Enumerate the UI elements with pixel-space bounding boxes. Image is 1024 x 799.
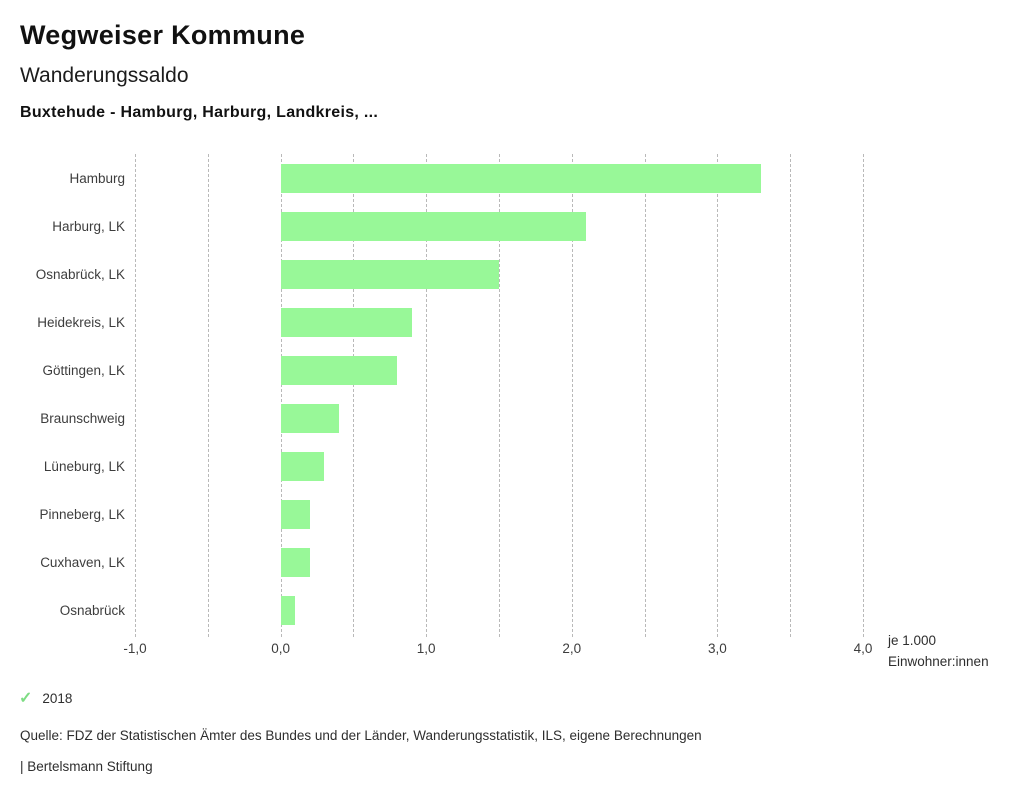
x-tick-label: 0,0 — [271, 641, 290, 656]
bar[interactable] — [280, 307, 412, 337]
bar[interactable] — [280, 259, 499, 289]
bar[interactable] — [280, 403, 339, 433]
plot-area — [135, 154, 864, 637]
category-label: Lüneburg, LK — [43, 458, 125, 474]
legend-item-2018[interactable]: ✓ 2018 — [19, 688, 72, 708]
bar[interactable] — [280, 163, 762, 193]
bar[interactable] — [280, 547, 310, 577]
bar[interactable] — [280, 355, 398, 385]
gridline — [717, 154, 719, 637]
check-icon[interactable]: ✓ — [19, 690, 33, 707]
x-tick-label: 1,0 — [416, 641, 436, 656]
category-label: Osnabrück — [59, 602, 125, 618]
category-label: Cuxhaven, LK — [40, 554, 125, 570]
gridline — [790, 154, 792, 637]
gridline — [644, 154, 646, 637]
bar[interactable] — [280, 595, 296, 625]
branding-text: | Bertelsmann Stiftung — [20, 759, 153, 774]
source-text: Quelle: FDZ der Statistischen Ämter des … — [20, 728, 702, 743]
axis-unit-line-1: je 1.000 — [888, 633, 937, 648]
category-label: Braunschweig — [40, 410, 125, 426]
x-tick-label: 4,0 — [853, 641, 873, 656]
category-label: Hamburg — [69, 170, 125, 186]
axis-unit-label: je 1.000 Einwohner:innen — [888, 630, 989, 672]
bar[interactable] — [280, 211, 587, 241]
gridline — [207, 154, 209, 637]
gridline — [499, 154, 500, 637]
gridline — [353, 154, 355, 637]
category-label: Osnabrück, LK — [35, 266, 125, 282]
category-label: Heidekreis, LK — [37, 314, 125, 330]
x-tick-label: 2,0 — [562, 641, 582, 656]
x-tick-label: 3,0 — [708, 641, 727, 656]
chart-location-subtitle: Buxtehude - Hamburg, Harburg, Landkreis,… — [20, 104, 379, 121]
page-title: Wegweiser Kommune — [20, 20, 306, 50]
legend-year-label[interactable]: 2018 — [42, 690, 73, 706]
category-label: Göttingen, LK — [42, 362, 125, 378]
category-label: Harburg, LK — [52, 218, 125, 234]
axis-unit-line-2: Einwohner:innen — [888, 654, 989, 669]
x-axis: -1,0 0,0 1,0 2,0 3,0 4,0 — [0, 641, 1024, 661]
gridline — [863, 154, 864, 637]
gridline — [135, 154, 136, 637]
gridline — [280, 154, 282, 637]
category-axis: Hamburg Harburg, LK Osnabrück, LK Heidekrei… — [0, 154, 125, 637]
bar[interactable] — [280, 451, 325, 481]
category-label: Pinneberg, LK — [39, 506, 125, 522]
chart-title: Wanderungssaldo — [20, 64, 189, 87]
x-tick-label: -1,0 — [123, 641, 147, 656]
gridline — [426, 154, 428, 637]
bar[interactable] — [280, 499, 310, 529]
gridline — [571, 154, 573, 637]
